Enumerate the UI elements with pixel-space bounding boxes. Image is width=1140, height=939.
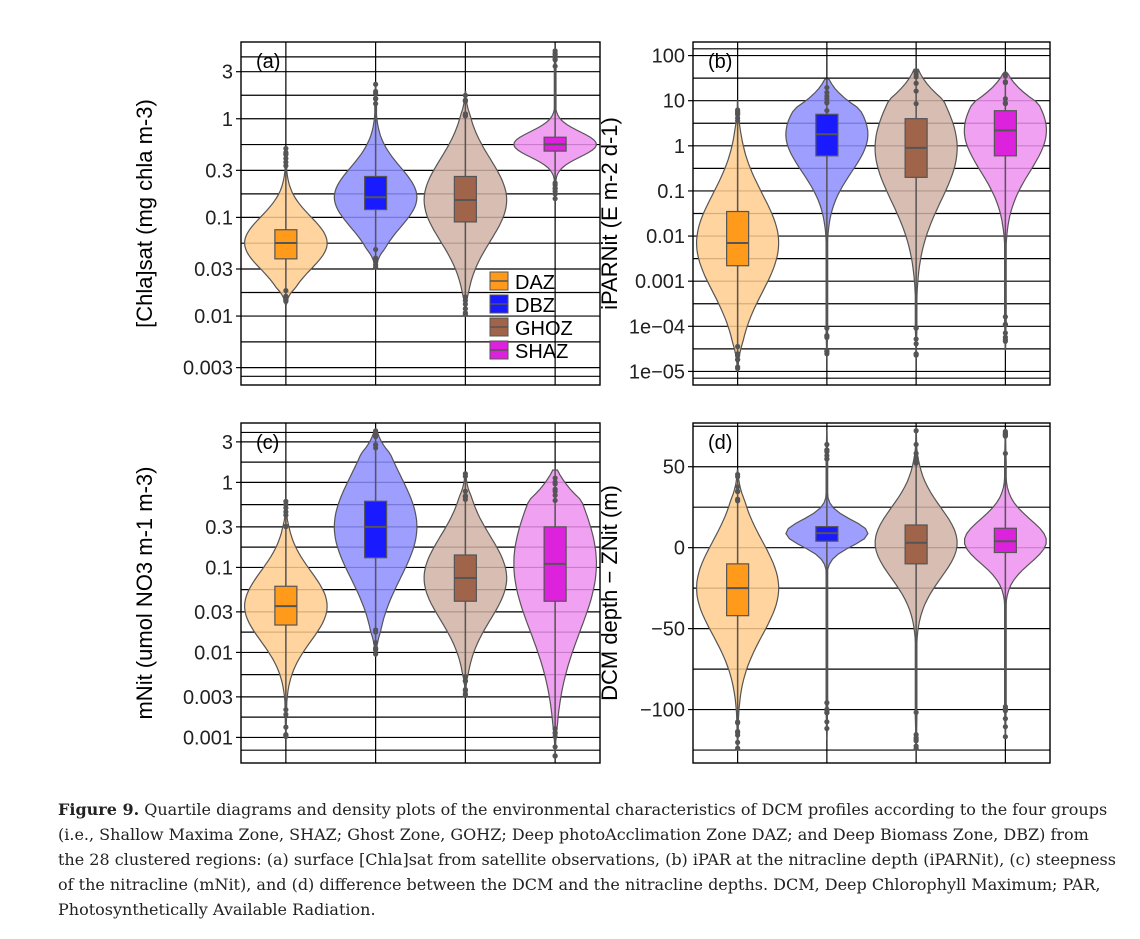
panel-c: 0.001 0.003 0.01 0.03 0.1 0.3 1 3 (c) mNit (umol … [132,422,601,764]
y-tick-label: 0.003 [183,687,233,709]
panel-b: 1e−05 1e−04 0.001 0.01 0.1 1 10 100 (b) iPARNit (… [597,41,1051,386]
box-DAZ [726,210,750,267]
y-tick-label: 0.01 [194,642,233,664]
y-tick-label: 0.1 [205,557,233,579]
plot-frame [240,422,601,764]
y-tick-label: 0.001 [635,271,685,293]
panel-label: (a) [256,51,280,73]
y-tick-label: 0.01 [194,306,233,328]
y-tick-label: 0.003 [183,358,233,380]
box-DAZ [274,229,298,260]
plot-frame [240,41,601,386]
plot-frame [692,422,1051,764]
y-tick-label: −100 [640,700,685,722]
caption-label: Figure 9. [58,800,140,819]
y-tick-label: 1 [222,109,233,131]
figure-caption: Figure 9. Quartile diagrams and density … [58,797,1118,922]
y-tick-label: 50 [663,457,685,479]
y-axis-label: iPARNit (E m-2 d-1) [597,117,622,310]
y-tick-label: 1e−04 [629,316,685,338]
y-tick-label: 0.001 [183,727,233,749]
y-tick-label: 1 [674,136,685,158]
y-tick-label: 1e−05 [629,361,685,383]
legend-label: SHAZ [515,341,568,363]
y-tick-label: 1 [222,472,233,494]
y-tick-label: 3 [222,432,233,454]
y-tick-label: 0.01 [646,226,685,248]
legend-label: GHOZ [515,318,573,340]
y-tick-label: 0.03 [194,259,233,281]
box-DBZ [364,175,388,211]
caption-text: Quartile diagrams and density plots of t… [58,800,1116,919]
legend-label: DBZ [515,295,555,317]
box-GHOZ [904,524,928,565]
panel-label: (c) [256,432,279,454]
box-DBZ [364,500,388,559]
figure-9: 0.003 0.01 0.03 0.1 0.3 1 3 (a) [Chla]sat (mg ch… [132,41,1051,764]
panel-a: 0.003 0.01 0.03 0.1 0.3 1 3 (a) [Chla]sat (mg ch… [132,41,601,386]
y-tick-label: 0.3 [205,517,233,539]
y-tick-label: 0.03 [194,602,233,624]
box-SHAZ [993,110,1017,157]
y-tick-label: 0 [674,538,685,560]
legend-label: DAZ [515,272,555,294]
y-tick-label: 0.3 [205,160,233,182]
y-tick-label: 100 [652,46,685,68]
panel-label: (d) [708,432,732,454]
y-axis-label: mNit (umol NO3 m-1 m-3) [132,466,157,719]
y-tick-label: 0.1 [657,181,685,203]
y-tick-label: 10 [663,91,685,113]
panel-label: (b) [708,51,732,73]
panel-d: −100 −50 0 50 (d) DCM depth − ZNit (m) [597,422,1051,764]
y-tick-label: −50 [651,619,685,641]
box-DAZ [726,563,750,617]
plot-frame [692,41,1051,386]
y-axis-label: DCM depth − ZNit (m) [597,485,622,701]
y-axis-label: [Chla]sat (mg chla m-3) [132,99,157,328]
y-tick-label: 0.1 [205,207,233,229]
y-tick-label: 3 [222,62,233,84]
